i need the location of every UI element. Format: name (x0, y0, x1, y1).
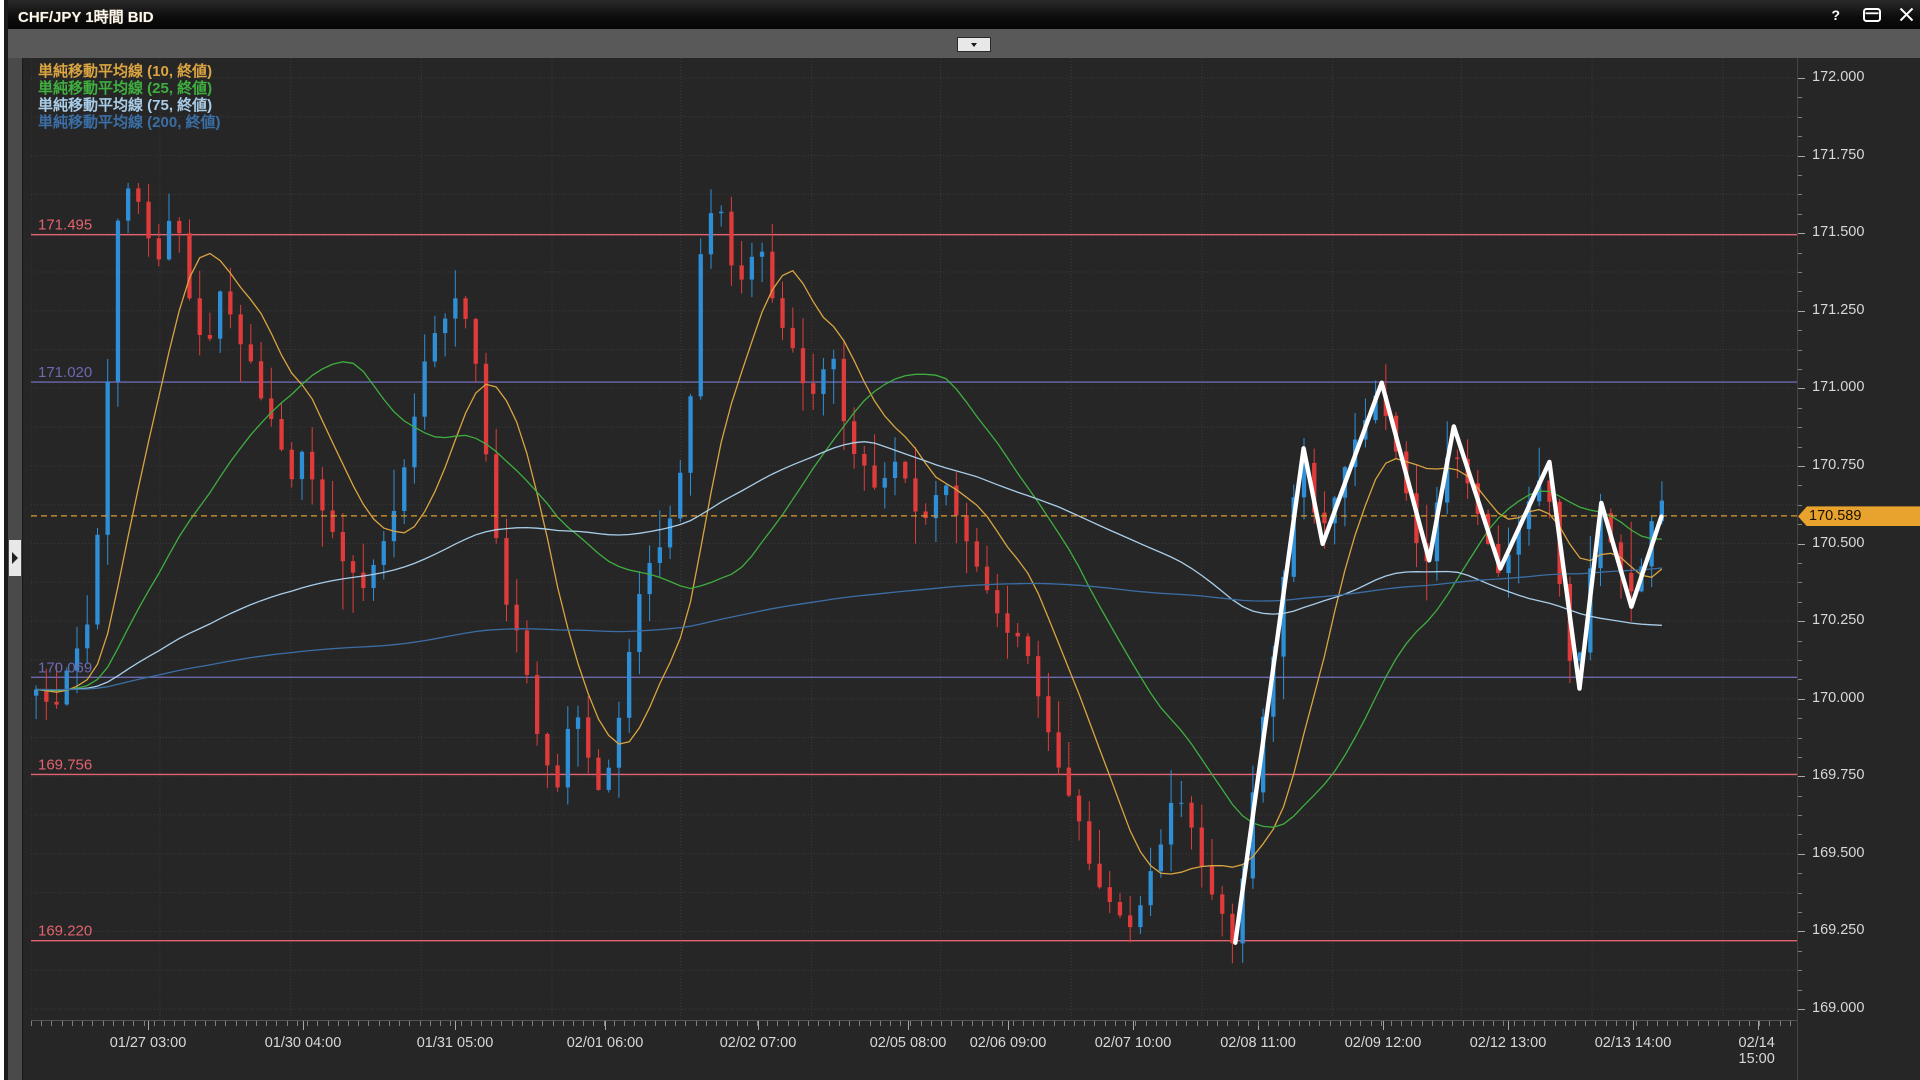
svg-text:171.495: 171.495 (38, 217, 92, 234)
svg-text:?: ? (1832, 7, 1841, 23)
svg-text:169.220: 169.220 (38, 923, 92, 940)
svg-text:169.756: 169.756 (38, 756, 92, 773)
svg-text:170.069: 170.069 (38, 659, 92, 676)
svg-text:171.020: 171.020 (38, 364, 92, 381)
